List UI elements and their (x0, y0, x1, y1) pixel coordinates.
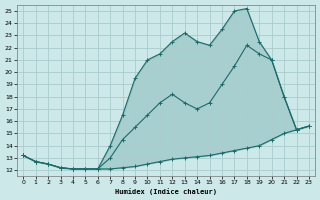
X-axis label: Humidex (Indice chaleur): Humidex (Indice chaleur) (115, 188, 217, 195)
